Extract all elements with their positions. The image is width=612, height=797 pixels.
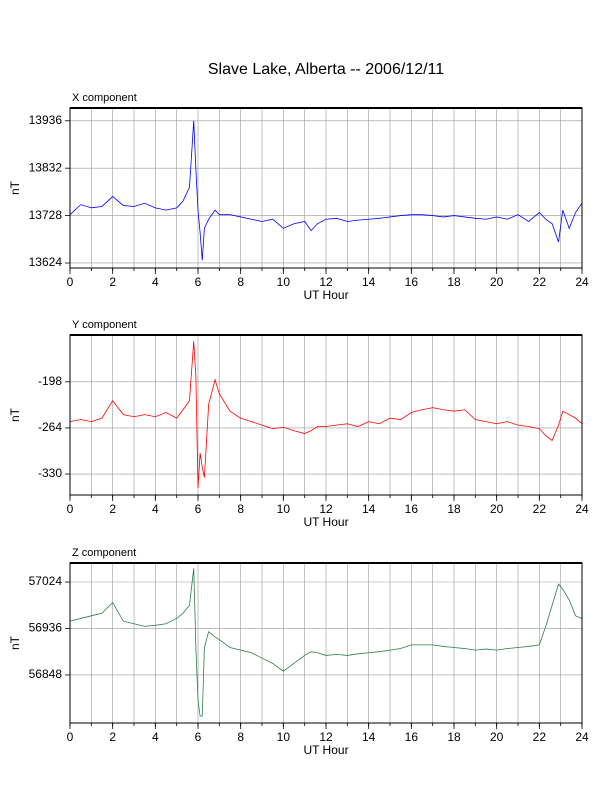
y-axis-label: nT [8,407,22,422]
x-axis-label: UT Hour [303,288,348,302]
x-tick-label: 12 [319,275,333,289]
x-tick-label: 18 [447,730,461,744]
x-tick-label: 2 [109,502,116,516]
x-tick-label: 8 [237,730,244,744]
y-tick-label: 13624 [29,255,63,269]
y-tick-label: 57024 [29,574,63,588]
panel-title: X component [72,92,137,104]
y-tick-label: 13728 [29,208,63,222]
data-line [69,568,583,717]
data-line [69,341,583,489]
x-tick-label: 10 [277,730,291,744]
y-tick-label: 13936 [29,113,63,127]
x-tick-label: 12 [319,502,333,516]
x-tick-label: 18 [447,502,461,516]
x-tick-label: 0 [67,502,74,516]
x-tick-label: 6 [195,502,202,516]
panel-title: Z component [72,547,136,559]
y-tick-label: 56936 [29,621,63,635]
x-axis-label: UT Hour [303,515,348,529]
x-tick-label: 2 [109,730,116,744]
x-tick-label: 6 [195,730,202,744]
panel-title: Y component [72,319,137,331]
x-axis-label: UT Hour [303,743,348,757]
data-line [69,120,583,261]
x-tick-label: 24 [575,275,589,289]
x-tick-label: 14 [362,730,376,744]
x-tick-label: 14 [362,502,376,516]
x-tick-label: 22 [533,502,547,516]
y-axis-label: nT [8,635,22,650]
x-tick-label: 4 [152,502,159,516]
y-tick-label: -198 [38,374,62,388]
x-tick-label: 12 [319,730,333,744]
x-tick-label: 20 [490,730,504,744]
x-tick-label: 6 [195,275,202,289]
x-tick-label: 8 [237,502,244,516]
x-tick-label: 10 [277,502,291,516]
x-tick-label: 4 [152,730,159,744]
x-tick-label: 24 [575,502,589,516]
x-tick-label: 22 [533,730,547,744]
x-tick-label: 18 [447,275,461,289]
x-tick-label: 16 [405,730,419,744]
y-tick-label: -264 [38,420,62,434]
x-tick-label: 0 [67,730,74,744]
x-tick-label: 10 [277,275,291,289]
x-tick-label: 0 [67,275,74,289]
x-tick-label: 2 [109,275,116,289]
x-tick-label: 20 [490,275,504,289]
y-tick-label: 56848 [29,667,63,681]
x-tick-label: 16 [405,275,419,289]
y-tick-label: 13832 [29,160,63,174]
y-axis-label: nT [8,180,22,195]
x-tick-label: 8 [237,275,244,289]
x-tick-label: 24 [575,730,589,744]
x-tick-label: 14 [362,275,376,289]
page-title: Slave Lake, Alberta -- 2006/12/11 [208,61,444,78]
x-tick-label: 22 [533,275,547,289]
x-tick-label: 20 [490,502,504,516]
x-tick-label: 4 [152,275,159,289]
y-tick-label: -330 [38,466,62,480]
x-tick-label: 16 [405,502,419,516]
